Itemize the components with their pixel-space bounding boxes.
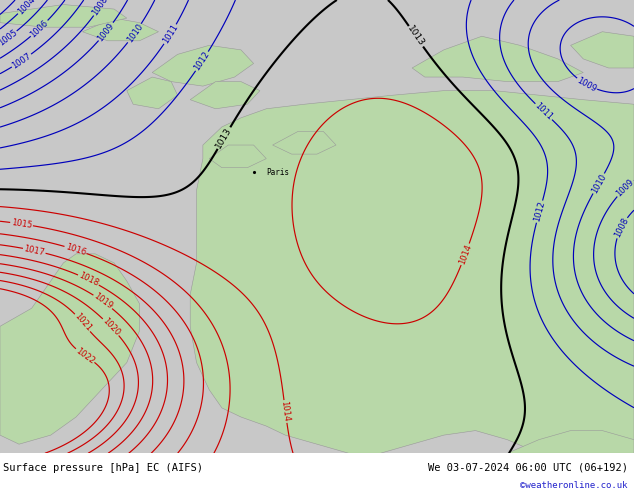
Polygon shape	[412, 36, 583, 81]
Text: 1021: 1021	[72, 312, 93, 334]
Text: 1009: 1009	[575, 75, 598, 94]
Text: 1011: 1011	[533, 101, 554, 122]
Text: 1015: 1015	[11, 218, 32, 230]
Text: 1009: 1009	[614, 177, 634, 198]
Text: 1010: 1010	[125, 22, 145, 44]
Text: 1010: 1010	[590, 172, 608, 195]
Polygon shape	[507, 431, 634, 453]
Text: 1017: 1017	[23, 244, 46, 257]
Polygon shape	[127, 77, 178, 109]
Text: 1008: 1008	[91, 0, 110, 17]
Text: 1014: 1014	[280, 400, 291, 422]
Polygon shape	[571, 32, 634, 68]
Text: 1014: 1014	[457, 243, 473, 266]
Text: 1009: 1009	[96, 21, 116, 43]
Polygon shape	[190, 91, 634, 453]
Polygon shape	[0, 254, 139, 444]
Text: 1020: 1020	[100, 316, 122, 338]
Polygon shape	[0, 4, 127, 27]
Text: 1012: 1012	[533, 200, 547, 223]
Polygon shape	[152, 46, 254, 86]
Text: 1018: 1018	[77, 271, 100, 289]
Text: 1005: 1005	[0, 28, 19, 48]
Polygon shape	[190, 81, 260, 109]
Text: 1004: 1004	[15, 0, 37, 16]
Polygon shape	[82, 18, 158, 41]
Text: Surface pressure [hPa] EC (AIFS): Surface pressure [hPa] EC (AIFS)	[3, 463, 203, 473]
Polygon shape	[209, 145, 266, 168]
Text: ©weatheronline.co.uk: ©weatheronline.co.uk	[520, 481, 628, 490]
Text: 1022: 1022	[74, 346, 96, 366]
Text: 1013: 1013	[214, 126, 234, 150]
Polygon shape	[273, 131, 336, 154]
Text: 1019: 1019	[92, 292, 114, 311]
Text: Paris: Paris	[266, 168, 289, 176]
Text: 1008: 1008	[612, 216, 630, 239]
Text: 1011: 1011	[161, 23, 179, 46]
Text: 1006: 1006	[29, 18, 50, 39]
Text: 1007: 1007	[10, 51, 33, 71]
Text: 1016: 1016	[64, 242, 87, 257]
Text: 1013: 1013	[406, 24, 426, 49]
Text: 1012: 1012	[193, 50, 212, 73]
Text: We 03-07-2024 06:00 UTC (06+192): We 03-07-2024 06:00 UTC (06+192)	[428, 463, 628, 473]
